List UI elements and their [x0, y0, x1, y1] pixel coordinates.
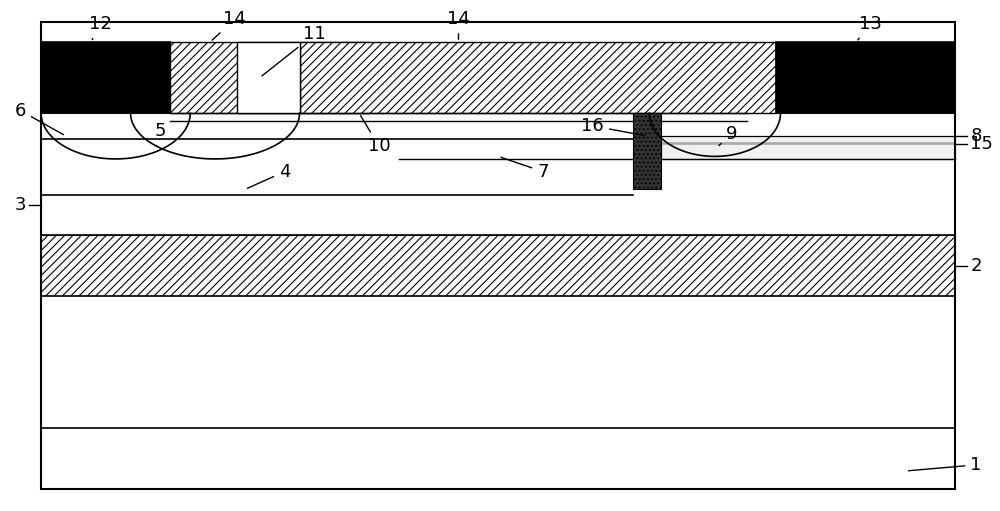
- Text: 7: 7: [501, 157, 549, 181]
- Bar: [633, 113, 661, 190]
- Bar: [170, 42, 369, 113]
- Text: 12: 12: [89, 15, 112, 40]
- Bar: [300, 42, 776, 113]
- Text: 14: 14: [447, 10, 470, 39]
- Text: 2: 2: [970, 257, 982, 275]
- Text: 9: 9: [719, 125, 738, 146]
- Bar: [41, 113, 955, 235]
- Text: 5: 5: [155, 122, 166, 146]
- Text: 3: 3: [15, 196, 26, 214]
- Text: 16: 16: [581, 117, 645, 135]
- Text: 1: 1: [908, 456, 982, 474]
- Text: 13: 13: [858, 15, 882, 40]
- Bar: [41, 428, 955, 489]
- Bar: [661, 136, 955, 159]
- Bar: [661, 142, 955, 144]
- Text: 10: 10: [361, 115, 390, 155]
- Text: 4: 4: [247, 162, 290, 188]
- Bar: [41, 42, 170, 113]
- Text: 11: 11: [262, 26, 326, 76]
- Text: 6: 6: [15, 102, 64, 135]
- Bar: [41, 235, 955, 296]
- Text: 8: 8: [970, 127, 982, 145]
- Bar: [237, 42, 300, 113]
- Bar: [776, 42, 955, 113]
- Text: 14: 14: [212, 10, 246, 40]
- Text: 15: 15: [970, 135, 993, 153]
